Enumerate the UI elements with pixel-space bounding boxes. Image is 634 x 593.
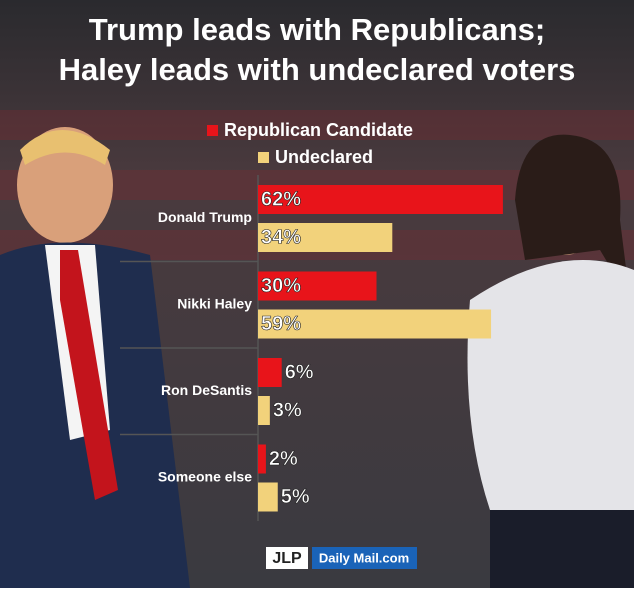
credits: JLP Daily Mail.com xyxy=(266,547,417,569)
title-line: Haley leads with undeclared voters xyxy=(59,52,576,87)
bar xyxy=(258,445,266,474)
category-label: Ron DeSantis xyxy=(161,382,252,398)
bar xyxy=(258,396,270,425)
value-label: 30% xyxy=(261,275,301,297)
legend-swatch xyxy=(207,125,218,136)
bar xyxy=(258,358,282,387)
value-label: 2% xyxy=(269,448,298,470)
value-label: 34% xyxy=(261,226,301,248)
legend-label: Undeclared xyxy=(275,147,373,167)
credit: JLP xyxy=(272,550,302,567)
value-label: 5% xyxy=(281,486,310,508)
title-line: Trump leads with Republicans; xyxy=(89,12,545,47)
category-label: Donald Trump xyxy=(158,209,252,225)
value-label: 3% xyxy=(273,399,302,421)
credit: Daily Mail.com xyxy=(319,550,409,565)
value-label: 6% xyxy=(285,361,314,383)
category-label: Nikki Haley xyxy=(177,295,252,311)
bar xyxy=(258,483,278,512)
value-label: 59% xyxy=(261,313,301,335)
category-label: Someone else xyxy=(158,468,252,484)
legend-swatch xyxy=(258,152,269,163)
value-label: 62% xyxy=(261,188,301,210)
legend-label: Republican Candidate xyxy=(224,120,413,140)
